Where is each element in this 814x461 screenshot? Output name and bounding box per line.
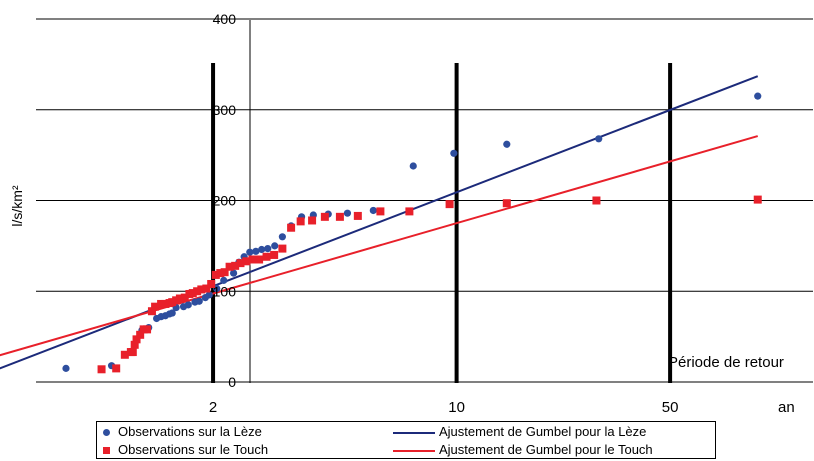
touch-point bbox=[405, 207, 414, 216]
touch-point bbox=[202, 284, 211, 293]
leze-point bbox=[595, 135, 603, 143]
leze-point bbox=[252, 247, 260, 255]
touch-point bbox=[225, 262, 234, 271]
legend-item-touch-fit: Ajustement de Gumbel pour le Touch bbox=[393, 441, 653, 459]
y-tick-label: 400 bbox=[213, 11, 237, 27]
touch-point bbox=[136, 330, 145, 339]
touch-point bbox=[248, 255, 257, 264]
leze-point bbox=[450, 149, 458, 157]
touch-point bbox=[207, 279, 216, 288]
touch-point bbox=[197, 285, 206, 294]
x-tick-label: 10 bbox=[448, 399, 465, 416]
touch-point bbox=[296, 217, 305, 226]
leze-point bbox=[205, 291, 213, 299]
leze-point bbox=[62, 364, 70, 372]
touch-point bbox=[592, 196, 601, 205]
touch-point bbox=[157, 299, 166, 308]
touch-point bbox=[231, 261, 240, 270]
leze-point bbox=[343, 209, 352, 217]
leze-point bbox=[369, 206, 377, 215]
touch-point bbox=[445, 200, 454, 209]
touch-point bbox=[255, 255, 264, 264]
touch-point bbox=[130, 340, 139, 349]
touch-point bbox=[147, 307, 156, 316]
gumbel-fit-lines bbox=[0, 75, 759, 370]
touch-point bbox=[161, 299, 170, 308]
observation-points bbox=[62, 92, 762, 374]
y-tick-label: 200 bbox=[213, 193, 237, 209]
chart-area: 0 100 200 300 400 2 10 50 l/s/km² Période de r… bbox=[0, 11, 813, 416]
touch-point bbox=[278, 244, 287, 253]
fit-line-2 bbox=[0, 75, 759, 370]
legend-label: Observations sur le Touch bbox=[118, 442, 269, 457]
touch-point bbox=[376, 207, 385, 216]
y-tick-label: 100 bbox=[213, 283, 237, 299]
legend-circle-marker bbox=[103, 429, 110, 437]
touch-point bbox=[193, 287, 202, 296]
leze-point bbox=[754, 92, 762, 100]
legend-label: Ajustement de Gumbel pour la Lèze bbox=[439, 424, 647, 439]
legend-label: Ajustement de Gumbel pour le Touch bbox=[439, 442, 653, 457]
leze-point bbox=[195, 297, 203, 305]
leze-point bbox=[168, 309, 176, 317]
legend-line-marker bbox=[393, 431, 435, 434]
legend: Observations sur la Lèze Observations su… bbox=[96, 421, 716, 459]
touch-point bbox=[143, 325, 152, 334]
touch-point bbox=[97, 365, 106, 374]
leze-point bbox=[503, 140, 511, 148]
leze-point bbox=[278, 233, 286, 241]
y-axis-label: l/s/km² bbox=[9, 185, 25, 227]
legend-item-leze-fit: Ajustement de Gumbel pour la Lèze bbox=[393, 423, 646, 441]
fit-line-3 bbox=[0, 135, 759, 357]
touch-point bbox=[753, 195, 762, 204]
legend-item-touch-observations: Observations sur le Touch bbox=[103, 441, 268, 459]
touch-point bbox=[220, 268, 229, 277]
touch-point bbox=[308, 216, 317, 225]
leze-point bbox=[220, 276, 228, 284]
x-axis-unit: an bbox=[778, 399, 795, 416]
touch-point bbox=[216, 269, 225, 278]
leze-point bbox=[229, 269, 238, 277]
touch-point bbox=[242, 257, 251, 266]
leze-point bbox=[258, 245, 266, 254]
leze-point bbox=[264, 244, 272, 253]
touch-point bbox=[175, 294, 184, 303]
touch-point bbox=[120, 350, 129, 359]
legend-label: Observations sur la Lèze bbox=[118, 424, 262, 439]
y-tick-label: 300 bbox=[213, 102, 237, 118]
legend-line-marker bbox=[393, 449, 435, 452]
x-axis-title: Période de retour bbox=[668, 354, 784, 371]
touch-point bbox=[353, 211, 362, 220]
gridlines bbox=[36, 18, 813, 383]
touch-point bbox=[112, 364, 121, 373]
touch-point bbox=[236, 259, 245, 268]
touch-point bbox=[128, 348, 137, 357]
x-tick-label: 50 bbox=[662, 399, 679, 416]
touch-point bbox=[502, 199, 511, 208]
x-tick-labels: 2 10 50 bbox=[209, 399, 679, 416]
touch-point bbox=[211, 270, 220, 279]
leze-point bbox=[246, 248, 254, 256]
leze-point bbox=[271, 242, 279, 250]
return-period-markers bbox=[211, 63, 673, 383]
touch-point bbox=[188, 289, 197, 298]
touch-point bbox=[151, 302, 160, 311]
y-tick-labels: 0 100 200 300 400 bbox=[213, 11, 237, 390]
touch-point bbox=[132, 335, 141, 344]
legend-item-leze-observations: Observations sur la Lèze bbox=[103, 423, 262, 441]
touch-point bbox=[287, 223, 296, 232]
y-tick-label: 0 bbox=[228, 374, 236, 390]
touch-point bbox=[320, 212, 329, 221]
x-tick-label: 2 bbox=[209, 399, 217, 416]
legend-square-marker bbox=[103, 447, 110, 455]
touch-point bbox=[180, 293, 189, 302]
leze-point bbox=[184, 301, 192, 309]
touch-point bbox=[262, 252, 271, 261]
touch-point bbox=[335, 212, 344, 221]
leze-point bbox=[409, 162, 417, 170]
touch-point bbox=[270, 250, 279, 259]
